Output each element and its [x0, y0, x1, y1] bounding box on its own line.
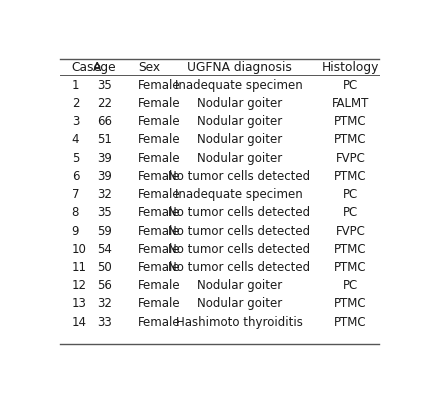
Text: FVPC: FVPC — [336, 152, 366, 165]
Text: PC: PC — [343, 79, 358, 92]
Text: 32: 32 — [98, 297, 113, 310]
Text: 54: 54 — [98, 243, 113, 256]
Text: Hashimoto thyroiditis: Hashimoto thyroiditis — [176, 316, 303, 329]
Text: 13: 13 — [72, 297, 86, 310]
Text: 39: 39 — [98, 170, 113, 183]
Text: 66: 66 — [98, 115, 113, 128]
Text: Female: Female — [138, 133, 181, 146]
Text: Female: Female — [138, 97, 181, 110]
Text: Sex: Sex — [138, 61, 160, 74]
Text: 39: 39 — [98, 152, 113, 165]
Text: 10: 10 — [72, 243, 86, 256]
Text: PTMC: PTMC — [334, 297, 367, 310]
Text: No tumor cells detected: No tumor cells detected — [168, 261, 310, 274]
Text: Case: Case — [72, 61, 102, 74]
Text: 35: 35 — [98, 79, 112, 92]
Text: 56: 56 — [98, 279, 113, 292]
Text: 4: 4 — [72, 133, 79, 146]
Text: Female: Female — [138, 279, 181, 292]
Text: 22: 22 — [98, 97, 113, 110]
Text: Female: Female — [138, 297, 181, 310]
Text: Nodular goiter: Nodular goiter — [196, 279, 282, 292]
Text: Age: Age — [93, 61, 117, 74]
Text: PTMC: PTMC — [334, 316, 367, 329]
Text: PTMC: PTMC — [334, 261, 367, 274]
Text: PC: PC — [343, 188, 358, 201]
Text: No tumor cells detected: No tumor cells detected — [168, 206, 310, 219]
Text: Inadequate specimen: Inadequate specimen — [175, 79, 303, 92]
Text: PC: PC — [343, 206, 358, 219]
Text: Female: Female — [138, 188, 181, 201]
Text: Female: Female — [138, 316, 181, 329]
Text: 6: 6 — [72, 170, 79, 183]
Text: Nodular goiter: Nodular goiter — [196, 297, 282, 310]
Text: FALMT: FALMT — [332, 97, 369, 110]
Text: 12: 12 — [72, 279, 87, 292]
Text: No tumor cells detected: No tumor cells detected — [168, 224, 310, 238]
Text: Female: Female — [138, 79, 181, 92]
Text: Female: Female — [138, 115, 181, 128]
Text: PTMC: PTMC — [334, 115, 367, 128]
Text: FVPC: FVPC — [336, 224, 366, 238]
Text: 32: 32 — [98, 188, 113, 201]
Text: 7: 7 — [72, 188, 79, 201]
Text: UGFNA diagnosis: UGFNA diagnosis — [187, 61, 292, 74]
Text: PC: PC — [343, 279, 358, 292]
Text: Female: Female — [138, 224, 181, 238]
Text: 5: 5 — [72, 152, 79, 165]
Text: PTMC: PTMC — [334, 133, 367, 146]
Text: 33: 33 — [98, 316, 112, 329]
Text: No tumor cells detected: No tumor cells detected — [168, 170, 310, 183]
Text: Female: Female — [138, 206, 181, 219]
Text: Nodular goiter: Nodular goiter — [196, 152, 282, 165]
Text: Histology: Histology — [322, 61, 379, 74]
Text: 35: 35 — [98, 206, 112, 219]
Text: 50: 50 — [98, 261, 112, 274]
Text: Inadequate specimen: Inadequate specimen — [175, 188, 303, 201]
Text: 3: 3 — [72, 115, 79, 128]
Text: Female: Female — [138, 261, 181, 274]
Text: Female: Female — [138, 243, 181, 256]
Text: No tumor cells detected: No tumor cells detected — [168, 243, 310, 256]
Text: 14: 14 — [72, 316, 87, 329]
Text: PTMC: PTMC — [334, 243, 367, 256]
Text: 51: 51 — [98, 133, 113, 146]
Text: 11: 11 — [72, 261, 87, 274]
Text: PTMC: PTMC — [334, 170, 367, 183]
Text: 9: 9 — [72, 224, 79, 238]
Text: Nodular goiter: Nodular goiter — [196, 115, 282, 128]
Text: Nodular goiter: Nodular goiter — [196, 133, 282, 146]
Text: Female: Female — [138, 170, 181, 183]
Text: Nodular goiter: Nodular goiter — [196, 97, 282, 110]
Text: 8: 8 — [72, 206, 79, 219]
Text: Female: Female — [138, 152, 181, 165]
Text: 59: 59 — [98, 224, 113, 238]
Text: 2: 2 — [72, 97, 79, 110]
Text: 1: 1 — [72, 79, 79, 92]
